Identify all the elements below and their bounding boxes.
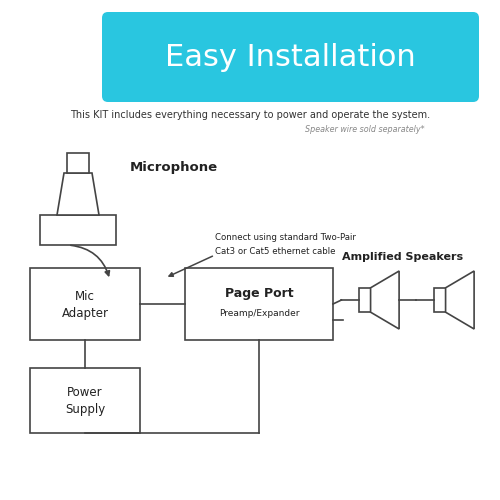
- Text: Amplified Speakers: Amplified Speakers: [342, 252, 463, 262]
- Bar: [185, 268, 333, 340]
- Text: Power: Power: [67, 386, 103, 399]
- Bar: [30, 268, 140, 340]
- Bar: [434, 288, 446, 312]
- Polygon shape: [57, 173, 99, 215]
- Text: Cat3 or Cat5 ethernet cable: Cat3 or Cat5 ethernet cable: [215, 248, 336, 256]
- Text: This KIT includes everything necessary to power and operate the system.: This KIT includes everything necessary t…: [70, 110, 430, 120]
- Bar: [30, 368, 140, 433]
- Bar: [40, 215, 116, 245]
- Text: Supply: Supply: [65, 403, 105, 416]
- Polygon shape: [446, 271, 474, 329]
- Text: Mic: Mic: [75, 290, 95, 302]
- Polygon shape: [370, 271, 399, 329]
- Text: Adapter: Adapter: [62, 308, 108, 320]
- FancyArrowPatch shape: [169, 256, 212, 276]
- FancyBboxPatch shape: [102, 12, 479, 102]
- Text: Easy Installation: Easy Installation: [165, 42, 416, 71]
- FancyArrowPatch shape: [71, 246, 110, 276]
- Bar: [67, 153, 89, 173]
- Text: Microphone: Microphone: [130, 162, 218, 174]
- Text: Preamp/Expander: Preamp/Expander: [219, 308, 299, 318]
- Text: Speaker wire sold separately*: Speaker wire sold separately*: [305, 126, 425, 134]
- Text: Page Port: Page Port: [224, 288, 294, 300]
- Text: Connect using standard Two-Pair: Connect using standard Two-Pair: [215, 234, 356, 242]
- Bar: [360, 288, 370, 312]
